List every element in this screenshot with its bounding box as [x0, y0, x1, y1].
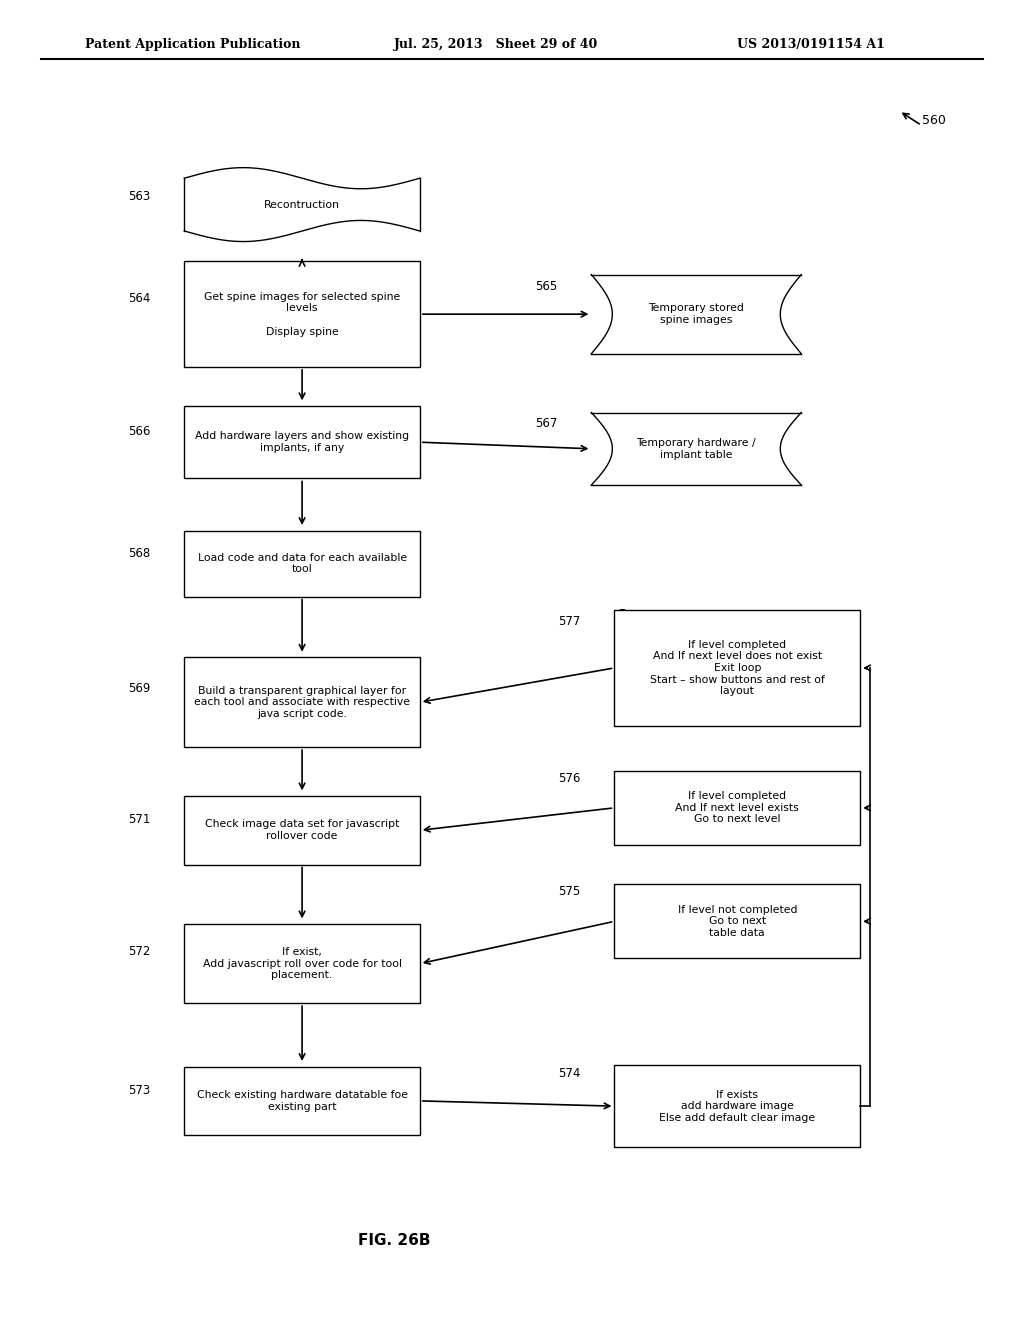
Text: Load code and data for each available
tool: Load code and data for each available to… — [198, 553, 407, 574]
Text: If exist,
Add javascript roll over code for tool
placement.: If exist, Add javascript roll over code … — [203, 946, 401, 981]
Text: 571: 571 — [128, 813, 151, 826]
FancyBboxPatch shape — [614, 771, 860, 845]
Bar — [592, 412, 801, 484]
Text: If level not completed
Go to next
table data: If level not completed Go to next table … — [678, 904, 797, 939]
FancyBboxPatch shape — [184, 405, 420, 478]
FancyBboxPatch shape — [184, 924, 420, 1003]
Text: 574: 574 — [558, 1067, 581, 1080]
Text: 565: 565 — [535, 280, 557, 293]
Text: 573: 573 — [128, 1084, 151, 1097]
Text: 575: 575 — [558, 886, 581, 899]
Text: US 2013/0191154 A1: US 2013/0191154 A1 — [737, 38, 885, 51]
Text: 566: 566 — [128, 425, 151, 438]
Text: Patent Application Publication: Patent Application Publication — [85, 38, 300, 51]
FancyBboxPatch shape — [184, 796, 420, 865]
Text: Temporary hardware /
implant table: Temporary hardware / implant table — [637, 438, 756, 459]
Text: Check image data set for javascript
rollover code: Check image data set for javascript roll… — [205, 820, 399, 841]
Text: Get spine images for selected spine
levels

Display spine: Get spine images for selected spine leve… — [204, 292, 400, 337]
FancyBboxPatch shape — [184, 531, 420, 597]
Text: 564: 564 — [128, 292, 151, 305]
Text: 568: 568 — [128, 548, 151, 560]
Text: 577: 577 — [558, 615, 581, 628]
Text: –: – — [618, 605, 625, 618]
Text: 569: 569 — [128, 682, 151, 696]
Text: 560: 560 — [922, 114, 945, 127]
Text: Build a transparent graphical layer for
each tool and associate with respective
: Build a transparent graphical layer for … — [195, 685, 410, 719]
FancyBboxPatch shape — [184, 1067, 420, 1135]
Text: FIG. 26B: FIG. 26B — [358, 1233, 430, 1249]
Text: If level completed
And If next level does not exist
Exit loop
Start – show butto: If level completed And If next level doe… — [650, 640, 824, 696]
FancyBboxPatch shape — [614, 610, 860, 726]
Text: 572: 572 — [128, 945, 151, 958]
Bar — [184, 178, 420, 231]
Text: Check existing hardware datatable foe
existing part: Check existing hardware datatable foe ex… — [197, 1090, 408, 1111]
FancyBboxPatch shape — [614, 884, 860, 958]
Text: Jul. 25, 2013   Sheet 29 of 40: Jul. 25, 2013 Sheet 29 of 40 — [394, 38, 598, 51]
Text: Recontruction: Recontruction — [264, 199, 340, 210]
Text: 567: 567 — [535, 417, 557, 430]
Text: If exists
add hardware image
Else add default clear image: If exists add hardware image Else add de… — [659, 1089, 815, 1123]
Text: If level completed
And If next level exists
Go to next level: If level completed And If next level exi… — [676, 791, 799, 825]
FancyBboxPatch shape — [184, 261, 420, 367]
FancyBboxPatch shape — [614, 1065, 860, 1147]
Text: 563: 563 — [128, 190, 151, 203]
Text: 576: 576 — [558, 772, 581, 785]
Text: Add hardware layers and show existing
implants, if any: Add hardware layers and show existing im… — [195, 432, 410, 453]
Bar — [592, 275, 801, 354]
Text: Temporary stored
spine images: Temporary stored spine images — [648, 304, 744, 325]
FancyBboxPatch shape — [184, 657, 420, 747]
